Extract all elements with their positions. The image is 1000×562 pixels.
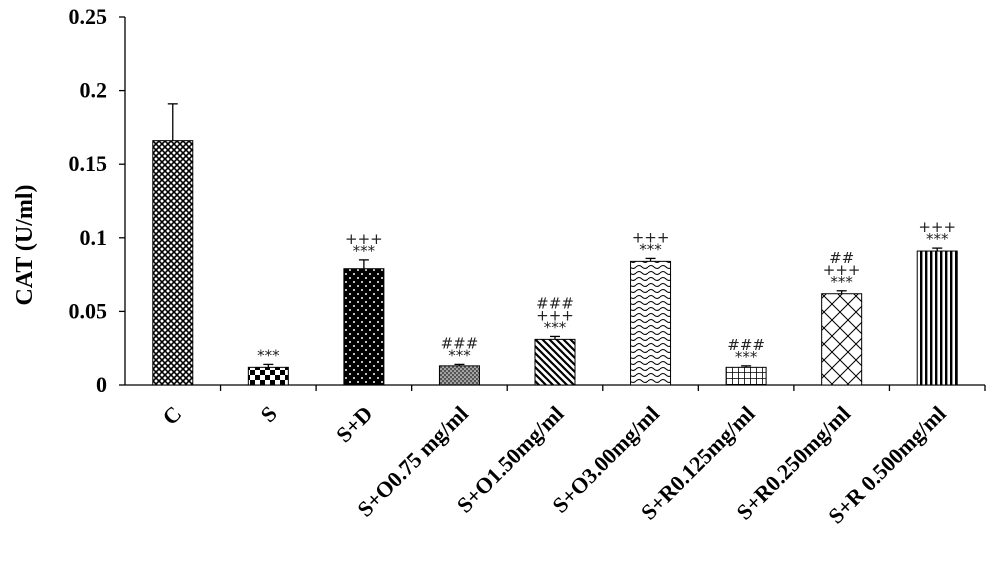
significance-label: *** <box>448 346 471 364</box>
y-tick-label: 0.1 <box>80 225 108 250</box>
y-tick-label: 0.25 <box>69 4 108 29</box>
bar <box>916 250 958 386</box>
bar <box>247 366 289 386</box>
significance-label: +++ <box>918 218 956 236</box>
y-tick-label: 0.15 <box>69 151 108 176</box>
significance-label: *** <box>735 348 758 366</box>
x-tick-labels: C S S+DS+O0.75 mg/mlS+O1.50mg/mlS+O3.00mg/… <box>157 385 986 529</box>
bar <box>725 366 767 386</box>
significance-label: +++ <box>632 228 670 246</box>
significance-label: ### <box>441 334 479 352</box>
significance-label: ## <box>829 249 854 267</box>
significance-label: +++ <box>345 230 383 248</box>
significance-label: ### <box>536 294 574 312</box>
x-tick-label: S+D <box>331 401 377 447</box>
y-ticks: 0 0.05 0.1 0.15 0.2 0.25 <box>69 4 125 397</box>
bar <box>152 140 194 386</box>
significance-label: *** <box>257 346 280 364</box>
significance-label: *** <box>544 318 567 336</box>
bars: ******+++***###***+++###***+++***###***+… <box>152 103 958 386</box>
significance-label: +++ <box>823 261 861 279</box>
significance-label: *** <box>926 230 949 248</box>
y-tick-label: 0.2 <box>80 78 108 103</box>
y-tick-label: 0 <box>96 372 107 397</box>
bar <box>821 293 863 386</box>
y-axis-label: CAT (U/ml) <box>12 184 38 305</box>
bar <box>630 260 672 386</box>
significance-label: *** <box>353 242 376 260</box>
significance-label: *** <box>830 273 853 291</box>
bar <box>438 365 480 386</box>
y-tick-label: 0.05 <box>69 298 108 323</box>
bar <box>534 338 576 386</box>
bar <box>343 268 385 386</box>
x-tick-label: S <box>256 401 282 427</box>
significance-label: ### <box>727 336 765 354</box>
x-tick-label: C <box>157 401 186 430</box>
significance-label: *** <box>639 240 662 258</box>
significance-label: +++ <box>536 306 574 324</box>
